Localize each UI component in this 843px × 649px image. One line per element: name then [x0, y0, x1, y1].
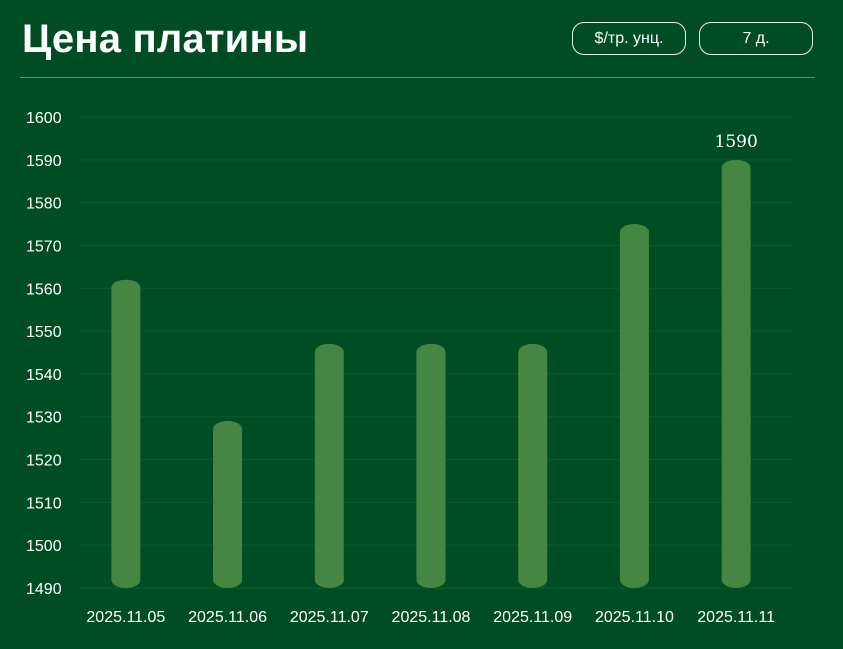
x-tick-label: 2025.11.11: [697, 609, 775, 626]
y-tick-label: 1570: [26, 238, 62, 255]
y-tick-label: 1590: [26, 153, 62, 170]
bar: [314, 343, 344, 588]
x-tick-label: 2025.11.08: [392, 609, 471, 626]
range-selector-button[interactable]: 7 д.: [699, 22, 813, 55]
y-tick-label: 1510: [26, 495, 62, 512]
y-tick-label: 1540: [26, 367, 62, 384]
x-tick-label: 2025.11.06: [188, 609, 267, 626]
y-tick-label: 1600: [26, 110, 62, 127]
data-label: 1590: [715, 132, 758, 152]
y-tick-label: 1500: [26, 538, 62, 555]
y-tick-label: 1580: [26, 196, 62, 213]
y-tick-label: 1530: [26, 410, 62, 427]
chart-title: Цена платины: [22, 17, 309, 61]
x-tick-label: 2025.11.05: [86, 609, 165, 626]
y-tick-label: 1560: [26, 281, 62, 298]
header-divider: [20, 77, 815, 78]
bar: [213, 421, 243, 588]
y-tick-label: 1520: [26, 453, 62, 470]
bar: [619, 224, 649, 588]
x-tick-label: 2025.11.07: [290, 609, 369, 626]
bar: [518, 343, 548, 588]
x-tick-label: 2025.11.09: [493, 609, 572, 626]
x-tick-label: 2025.11.10: [595, 609, 674, 626]
bar: [721, 159, 751, 588]
bar: [416, 343, 446, 588]
y-tick-label: 1490: [26, 581, 62, 598]
y-tick-label: 1550: [26, 324, 62, 341]
unit-selector-button[interactable]: $/тр. унц.: [572, 22, 686, 55]
bar: [111, 279, 141, 588]
